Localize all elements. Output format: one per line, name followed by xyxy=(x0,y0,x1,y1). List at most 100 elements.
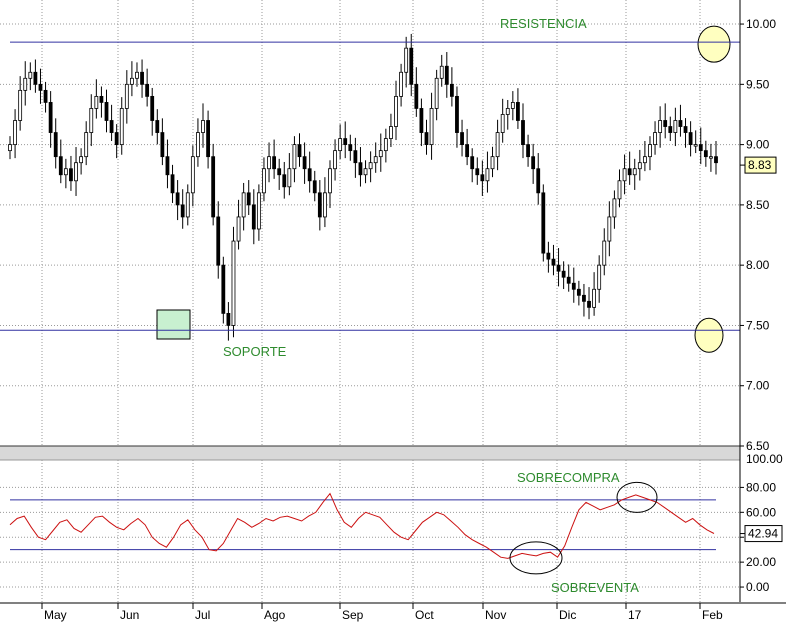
candle-body xyxy=(23,77,28,91)
price-candle xyxy=(607,201,612,257)
resistance-highlight-circle xyxy=(697,25,731,63)
candle-body xyxy=(119,108,124,146)
price-tick-label: 8.50 xyxy=(746,198,770,212)
candle-body xyxy=(282,174,287,188)
price-candle xyxy=(297,133,302,167)
candle-body xyxy=(109,120,114,133)
candle-body xyxy=(312,180,317,194)
price-candle xyxy=(338,124,343,160)
candle-body xyxy=(409,47,414,85)
candle-body xyxy=(444,65,449,85)
price-candle xyxy=(571,267,576,303)
oversold-highlight-circle xyxy=(509,541,563,575)
candle-body xyxy=(571,282,576,290)
price-candle xyxy=(63,158,68,189)
panel-separator[interactable] xyxy=(0,446,740,460)
candle-body xyxy=(627,168,632,176)
price-candle xyxy=(226,302,231,341)
price-candle xyxy=(79,148,84,175)
candle-body xyxy=(399,71,403,97)
price-candle xyxy=(546,241,551,273)
price-candle xyxy=(683,118,688,148)
rsi-last-value: 42.94 xyxy=(748,527,778,541)
candle-body xyxy=(373,156,378,164)
price-candle xyxy=(241,182,246,231)
price-candle xyxy=(703,140,708,167)
price-candle xyxy=(180,189,185,229)
price-candle xyxy=(312,170,317,202)
candle-body xyxy=(368,162,373,170)
price-candle xyxy=(236,199,241,250)
rsi-top-tick-label: 100.00 xyxy=(746,452,783,466)
price-candle xyxy=(256,184,261,241)
price-candle xyxy=(38,68,43,104)
price-candle xyxy=(292,136,297,183)
price-candle xyxy=(363,160,368,184)
price-tick-label: 10.00 xyxy=(746,17,776,31)
candle-body xyxy=(99,95,104,103)
candle-body xyxy=(262,168,266,194)
candle-body xyxy=(104,102,109,121)
price-candle xyxy=(714,140,718,175)
candle-body xyxy=(622,168,627,182)
price-candle xyxy=(495,119,500,171)
candle-body xyxy=(180,204,185,218)
price-candle xyxy=(439,54,444,87)
candle-body xyxy=(333,150,337,170)
price-candle xyxy=(622,154,627,195)
candle-body xyxy=(688,132,693,146)
candle-body xyxy=(165,156,170,176)
level-lines xyxy=(0,41,740,551)
price-tick-label: 9.50 xyxy=(746,77,770,91)
candle-body xyxy=(267,156,271,170)
price-candle xyxy=(688,121,693,157)
candle-body xyxy=(658,120,663,133)
candle-body xyxy=(160,132,165,158)
candle-body xyxy=(419,108,424,133)
candle-body xyxy=(637,162,642,170)
candle-body xyxy=(475,168,480,176)
price-candle xyxy=(658,106,663,148)
candle-body xyxy=(460,132,464,146)
price-candle xyxy=(267,142,271,183)
price-candle xyxy=(43,81,48,113)
candle-body xyxy=(510,102,515,109)
price-candle xyxy=(505,100,510,130)
price-candle xyxy=(160,118,165,166)
price-candle xyxy=(602,228,607,276)
price-candle xyxy=(389,113,393,148)
price-tick-label: 7.50 xyxy=(746,318,770,332)
candle-body xyxy=(607,216,612,242)
candle-body xyxy=(307,168,312,182)
price-candle xyxy=(129,61,134,97)
price-candle xyxy=(170,164,175,203)
support-highlight-circle xyxy=(694,317,724,353)
candle-body xyxy=(135,71,139,79)
candle-body xyxy=(74,162,78,182)
price-candle xyxy=(109,104,114,141)
price-candle xyxy=(221,256,226,324)
price-candle xyxy=(201,103,205,148)
candle-body xyxy=(338,138,343,152)
support-touch-box xyxy=(156,309,191,340)
price-candle xyxy=(262,157,266,202)
price-candle xyxy=(419,98,424,147)
price-candle xyxy=(541,184,546,262)
price-candle xyxy=(145,68,150,107)
candle-body xyxy=(424,132,429,146)
candle-body xyxy=(455,95,459,133)
price-candle xyxy=(328,160,332,209)
time-tick-label: Feb xyxy=(702,608,723,622)
price-candle xyxy=(470,148,475,183)
candle-body xyxy=(653,132,657,146)
price-candle xyxy=(343,121,348,159)
rsi-grid xyxy=(0,460,740,602)
price-candle xyxy=(317,180,322,231)
candle-body xyxy=(292,144,297,170)
candle-body xyxy=(231,240,236,326)
candle-body xyxy=(582,294,586,302)
candle-body xyxy=(714,156,718,164)
candle-body xyxy=(33,71,38,85)
price-candle xyxy=(58,139,63,184)
